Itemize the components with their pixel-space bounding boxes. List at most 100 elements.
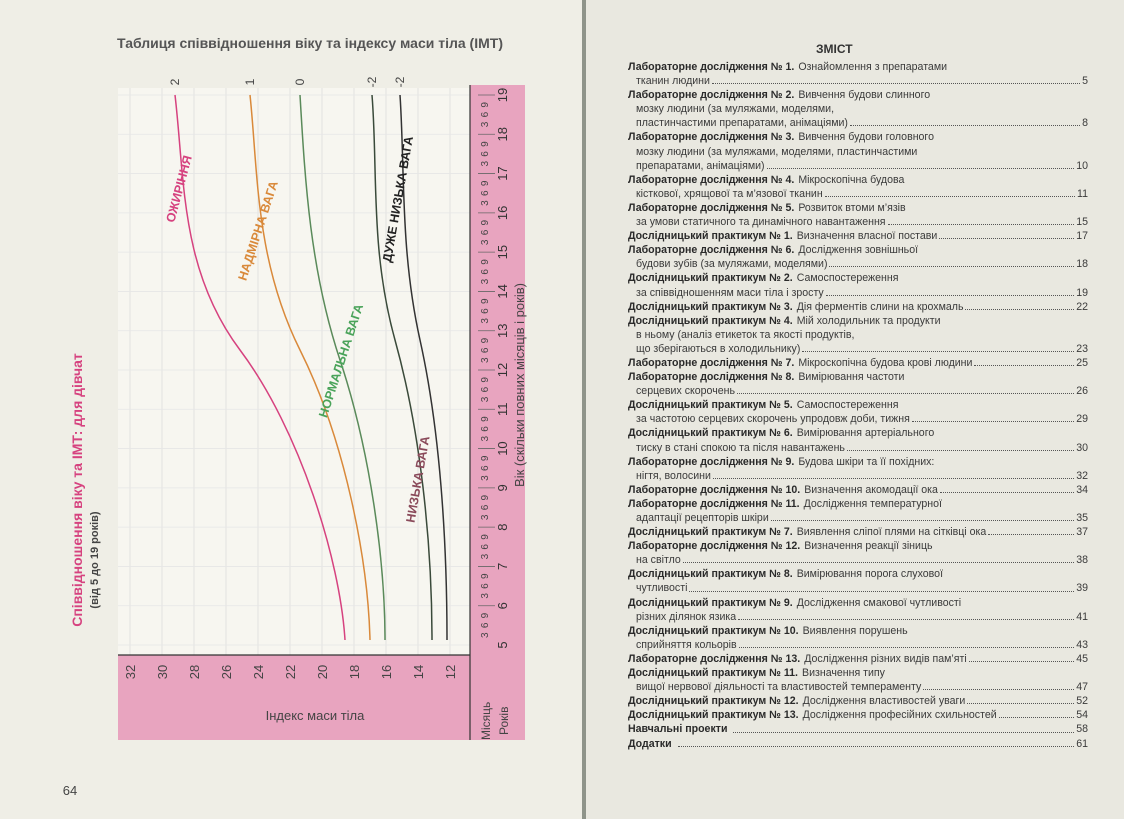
month-label: 6: [480, 622, 491, 628]
month-label: 9: [480, 102, 491, 108]
toc-label: Дослідницький практикум № 6.: [628, 427, 793, 440]
toc-line: сприйняття кольорів 43: [628, 638, 1088, 652]
toc-entry: Лабораторне дослідження № 3. Вивчення буд…: [628, 130, 1088, 172]
leader: [829, 257, 1075, 268]
toc-line: Лабораторне дослідження № 10. Визначення …: [628, 483, 1088, 497]
toc-page: 32: [1076, 469, 1088, 482]
toc-page: 17: [1076, 230, 1088, 243]
month-label: 3: [480, 318, 491, 324]
leader: [802, 342, 1075, 352]
toc-text: Самоспостереження: [796, 272, 899, 285]
toc-page: 15: [1076, 216, 1088, 229]
toc-label: Лабораторне дослідження № 6.: [628, 244, 795, 257]
toc-line: Дослідницький практикум № 6. Вимірювання …: [628, 426, 1088, 440]
toc-line: вищої нервової діяльності та властивосте…: [628, 680, 1088, 694]
month-label: 3: [480, 436, 491, 442]
leader: [736, 384, 1075, 395]
toc-line: Дослідницький практикум № 1. Визначення в…: [628, 229, 1088, 243]
toc-text: Мій холодильник та продукти: [796, 314, 941, 327]
month-label: 9: [480, 534, 491, 540]
toc-page: 47: [1076, 681, 1088, 694]
toc-entry: Дослідницький практикум № 12. Дослідження…: [628, 694, 1088, 708]
toc-label: Дослідницький практикум № 8.: [628, 568, 793, 581]
toc-line: на світло 38: [628, 553, 1088, 567]
toc-heading: ЗМІСТ: [816, 42, 853, 56]
curve-sd0: [299, 94, 386, 641]
bmi-tick-label: 16: [379, 665, 394, 679]
toc-line: Дослідницький практикум № 13. Дослідження…: [628, 708, 1088, 722]
toc-label: Лабораторне дослідження № 9.: [628, 455, 795, 468]
toc-line: нігтя, волосини 32: [628, 469, 1088, 483]
toc-label: Дослідницький практикум № 1.: [628, 230, 793, 243]
month-label: 6: [480, 190, 491, 196]
toc-entry: Навчальні проекти 58: [628, 722, 1088, 736]
toc-label: Додатки: [628, 737, 672, 750]
chart-title: Таблиця співвідношення віку та індексу м…: [117, 35, 503, 51]
toc-page: 61: [1076, 737, 1088, 750]
toc-line: Дослідницький практикум № 11. Визначення …: [628, 666, 1088, 680]
toc-page: 34: [1076, 483, 1088, 496]
leader: [998, 708, 1075, 719]
toc-text: за частотою серцевих скорочень упродовж …: [636, 413, 910, 426]
toc-text: Дія ферментів слини на крохмаль: [796, 300, 964, 313]
age-tick-label: 17: [495, 166, 510, 180]
toc-page: 35: [1076, 512, 1088, 524]
toc-entry: Лабораторне дослідження № 7. Мікроскопічн…: [628, 356, 1088, 370]
toc-page: 39: [1076, 582, 1088, 595]
toc-line: пластинчастими препаратами, анімаціями) 8: [628, 116, 1088, 130]
toc-text: Визначення типу: [802, 667, 885, 680]
toc-entry: Дослідницький практикум № 8. Вимірювання …: [628, 567, 1088, 595]
toc-entry: Дослідницький практикум № 5. Самоспостере…: [628, 398, 1088, 426]
toc-page: 5: [1082, 75, 1088, 88]
toc-page: 38: [1076, 554, 1088, 567]
toc-page: 37: [1076, 526, 1088, 539]
toc-text: будови зубів (за муляжами, моделями): [636, 258, 828, 271]
toc-line: за співвідношенням маси тіла і зросту 19: [628, 286, 1088, 300]
toc-entry: Лабораторне дослідження № 6. Дослідження …: [628, 243, 1088, 271]
toc-label: Дослідницький практикум № 4.: [628, 314, 793, 327]
leader: [824, 187, 1075, 197]
month-label: 6: [480, 583, 491, 589]
toc-label: Дослідницький практикум № 5.: [628, 399, 793, 412]
toc-line: Лабораторне дослідження № 6. Дослідження …: [628, 243, 1088, 257]
toc-page: 52: [1076, 695, 1088, 708]
toc-text: мозку людини (за муляжами, моделями, пла…: [636, 145, 918, 158]
sd-label: 1: [243, 78, 257, 85]
month-label: 6: [480, 504, 491, 510]
curve-sdm3: [399, 94, 448, 641]
toc-line: мозку людини (за муляжами, моделями, пла…: [628, 145, 1088, 159]
toc-entry: Лабораторне дослідження № 13. Дослідження…: [628, 652, 1088, 666]
toc-line: тиску в стані спокою та після навантажен…: [628, 441, 1088, 455]
toc-label: Лабораторне дослідження № 5.: [628, 201, 795, 214]
toc-page: 54: [1076, 709, 1088, 722]
age-strip: [470, 85, 525, 740]
toc-line: Дослідницький практикум № 2. Самоспостере…: [628, 271, 1088, 285]
bmi-label: Індекс маси тіла: [266, 708, 366, 723]
bmi-strip: [118, 655, 470, 740]
toc-entry: Лабораторне дослідження № 8. Вимірювання …: [628, 370, 1088, 398]
toc-text: Визначення реакції зіниць: [804, 540, 933, 553]
month-label: 3: [480, 553, 491, 559]
toc-page: 45: [1076, 652, 1088, 665]
bmi-tick-label: 20: [315, 665, 330, 679]
toc-line: препаратами, анімаціями) 10: [628, 159, 1088, 173]
leader: [738, 610, 1075, 620]
leader: [825, 286, 1075, 296]
toc-label: Лабораторне дослідження № 13.: [628, 652, 801, 665]
leader: [939, 483, 1075, 493]
month-label: 9: [480, 337, 491, 343]
toc-text: Виявлення сліпої плями на сітківці ока: [796, 526, 987, 539]
month-label: 3: [480, 200, 491, 206]
toc-line: що зберігаються в холодильнику) 23: [628, 342, 1088, 356]
toc-text: за співвідношенням маси тіла і зросту: [636, 286, 824, 299]
leader: [846, 441, 1075, 451]
leader: [968, 652, 1075, 663]
toc-text: в ньому (аналіз етикеток та якості проду…: [636, 328, 855, 341]
toc-line: різних ділянок язика 41: [628, 610, 1088, 624]
toc-line: будови зубів (за муляжами, моделями) 18: [628, 257, 1088, 271]
toc-line: Дослідницький практикум № 8. Вимірювання …: [628, 567, 1088, 581]
month-label: 3: [480, 632, 491, 638]
toc-label: Лабораторне дослідження № 2.: [628, 89, 795, 102]
age-tick-label: 8: [495, 524, 510, 531]
toc-text: кісткової, хрящової та м’язової тканин: [636, 187, 823, 200]
